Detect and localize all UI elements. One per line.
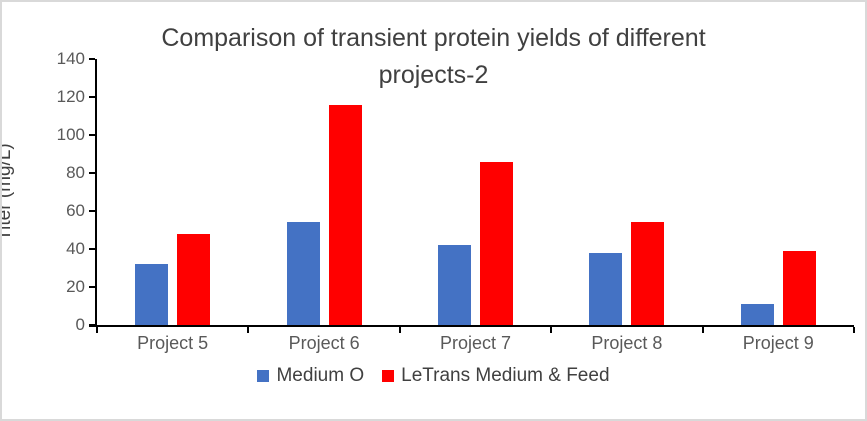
bar-letrans-medium-feed-project-7 <box>480 161 513 325</box>
y-tick-mark <box>89 248 95 250</box>
legend-label: LeTrans Medium & Feed <box>401 365 610 386</box>
y-tick-label: 100 <box>56 125 85 144</box>
y-tick-label: 40 <box>66 239 85 258</box>
y-tick-label: 80 <box>66 163 85 182</box>
x-tick-mark <box>853 327 855 333</box>
x-axis-label-project-8: Project 8 <box>591 333 663 353</box>
x-tick-mark <box>701 327 704 333</box>
bar-medium-o-project-8 <box>589 252 623 325</box>
legend-item-medium-o: Medium O <box>257 365 364 387</box>
y-axis-line <box>95 59 97 325</box>
bar-letrans-medium-feed-project-9 <box>782 250 816 325</box>
y-tick-mark <box>89 134 95 136</box>
x-tick-mark <box>550 327 553 333</box>
legend-swatch-icon <box>257 370 270 382</box>
y-tick-label: 140 <box>56 49 85 68</box>
y-tick-mark <box>89 58 95 60</box>
bar-medium-o-project-9 <box>740 304 774 325</box>
legend: Medium O LeTrans Medium & Feed <box>2 365 865 387</box>
legend-item-letrans-medium-feed: LeTrans Medium & Feed <box>382 365 610 387</box>
y-tick-label: 20 <box>66 277 85 296</box>
y-tick-label: 0 <box>75 315 85 334</box>
bar-medium-o-project-6 <box>286 222 320 325</box>
y-tick-mark <box>89 172 95 174</box>
y-tick-label: 60 <box>66 201 85 220</box>
chart-title: Comparison of transient protein yields o… <box>2 20 865 94</box>
y-axis-title-text: Titer (mg/L) <box>0 143 15 241</box>
x-axis-label-project-6: Project 6 <box>288 333 360 353</box>
x-axis-label-project-5: Project 5 <box>137 333 209 353</box>
x-tick-mark <box>96 327 98 333</box>
y-tick-mark <box>89 96 95 98</box>
y-tick-label: 120 <box>56 87 85 106</box>
bar-letrans-medium-feed-project-5 <box>177 233 211 325</box>
y-tick-mark <box>89 324 95 326</box>
legend-swatch-icon <box>382 370 395 382</box>
bar-letrans-medium-feed-project-8 <box>631 222 665 325</box>
x-axis-label-project-7: Project 7 <box>439 333 512 353</box>
bar-letrans-medium-feed-project-6 <box>328 104 362 325</box>
legend-label: Medium O <box>276 365 365 386</box>
plot-area: 0 20 40 60 80 100 120 140 <box>57 49 855 334</box>
x-tick-mark <box>398 327 401 333</box>
x-tick-mark <box>247 327 250 333</box>
bar-medium-o-project-7 <box>438 245 471 325</box>
y-tick-mark <box>89 210 95 212</box>
chart-title-line-2: projects-2 <box>378 61 489 89</box>
x-axis-line <box>89 325 854 327</box>
y-tick-mark <box>89 286 95 288</box>
x-axis-label-project-9: Project 9 <box>742 333 814 353</box>
chart-title-line-1: Comparison of transient protein yields o… <box>161 24 706 52</box>
bar-medium-o-project-5 <box>135 264 169 325</box>
